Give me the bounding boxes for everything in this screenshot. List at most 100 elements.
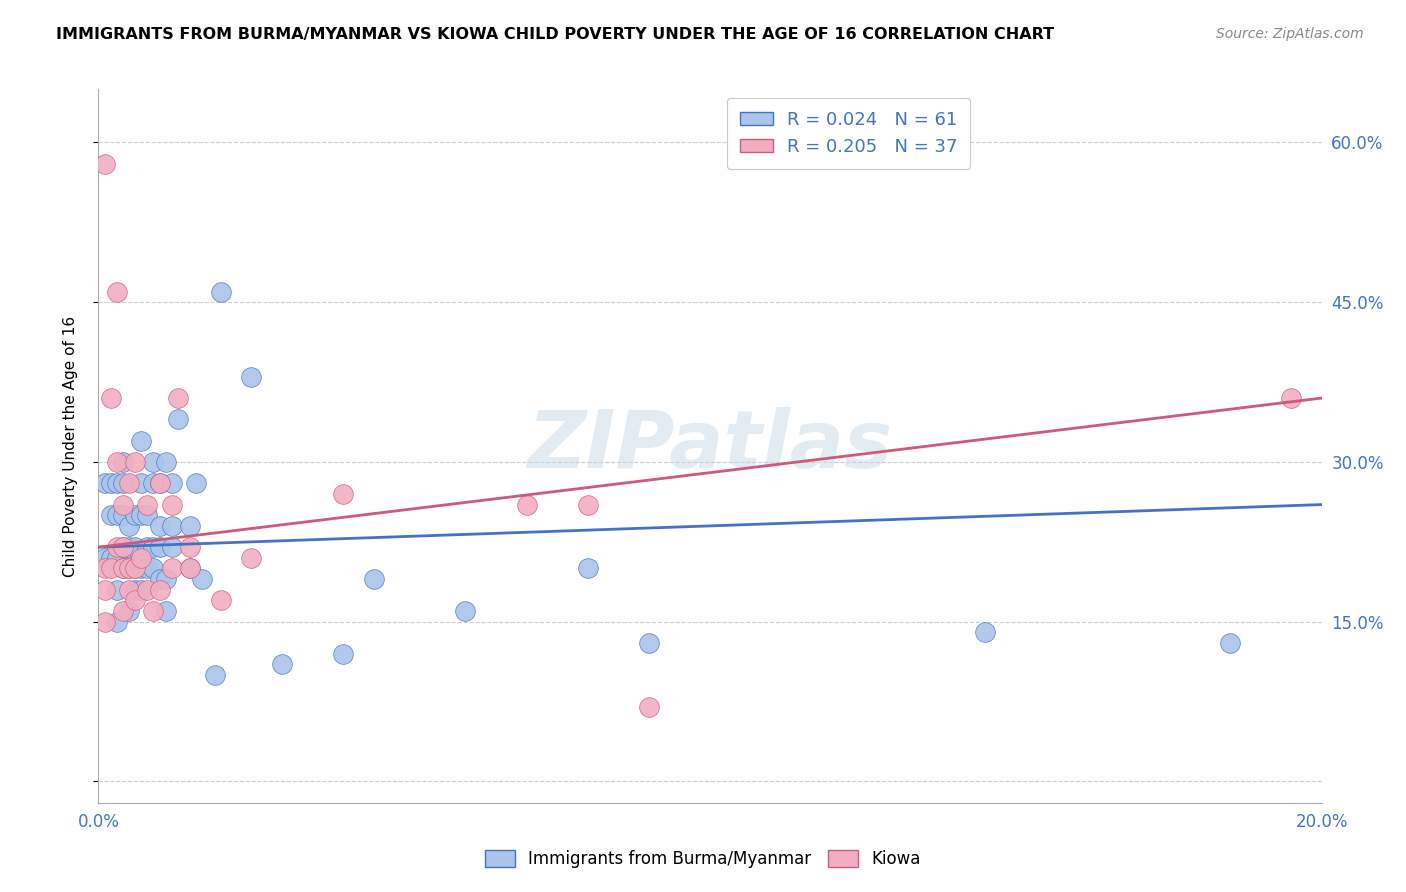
Point xyxy=(160,540,183,554)
Point xyxy=(111,540,134,554)
Point xyxy=(111,455,134,469)
Point xyxy=(167,391,190,405)
Point xyxy=(974,625,997,640)
Point xyxy=(454,604,477,618)
Point xyxy=(93,561,115,575)
Point xyxy=(149,519,172,533)
Point xyxy=(149,572,172,586)
Point xyxy=(240,550,263,565)
Point xyxy=(363,572,385,586)
Point xyxy=(142,540,165,554)
Point xyxy=(209,285,232,299)
Point xyxy=(136,561,159,575)
Point xyxy=(204,668,226,682)
Point xyxy=(136,582,159,597)
Point xyxy=(155,455,177,469)
Point xyxy=(124,582,146,597)
Point xyxy=(1279,391,1302,405)
Point xyxy=(129,508,152,523)
Point xyxy=(105,508,128,523)
Point xyxy=(638,700,661,714)
Point xyxy=(149,540,172,554)
Point xyxy=(516,498,538,512)
Point xyxy=(100,476,122,491)
Point xyxy=(160,476,183,491)
Point xyxy=(155,604,177,618)
Point xyxy=(167,412,190,426)
Point xyxy=(136,498,159,512)
Point xyxy=(149,476,172,491)
Text: IMMIGRANTS FROM BURMA/MYANMAR VS KIOWA CHILD POVERTY UNDER THE AGE OF 16 CORRELA: IMMIGRANTS FROM BURMA/MYANMAR VS KIOWA C… xyxy=(56,27,1054,42)
Point xyxy=(118,561,141,575)
Point xyxy=(111,561,134,575)
Point xyxy=(149,476,172,491)
Point xyxy=(111,508,134,523)
Point xyxy=(93,157,115,171)
Point xyxy=(105,550,128,565)
Point xyxy=(93,582,115,597)
Point xyxy=(270,657,294,672)
Point xyxy=(160,498,183,512)
Point xyxy=(124,455,146,469)
Point xyxy=(111,498,134,512)
Point xyxy=(105,615,128,629)
Point xyxy=(142,561,165,575)
Point xyxy=(124,561,146,575)
Text: ZIPatlas: ZIPatlas xyxy=(527,407,893,485)
Point xyxy=(105,285,128,299)
Point xyxy=(576,498,599,512)
Point xyxy=(155,572,177,586)
Point xyxy=(129,550,152,565)
Point xyxy=(111,476,134,491)
Point xyxy=(209,593,232,607)
Point xyxy=(129,561,152,575)
Point xyxy=(142,604,165,618)
Point xyxy=(191,572,214,586)
Legend: Immigrants from Burma/Myanmar, Kiowa: Immigrants from Burma/Myanmar, Kiowa xyxy=(478,843,928,875)
Point xyxy=(124,561,146,575)
Point xyxy=(93,476,115,491)
Text: Source: ZipAtlas.com: Source: ZipAtlas.com xyxy=(1216,27,1364,41)
Point xyxy=(100,561,122,575)
Point xyxy=(160,519,183,533)
Point xyxy=(118,519,141,533)
Point xyxy=(100,391,122,405)
Point xyxy=(332,487,354,501)
Point xyxy=(93,550,115,565)
Point xyxy=(118,476,141,491)
Point xyxy=(179,540,201,554)
Y-axis label: Child Poverty Under the Age of 16: Child Poverty Under the Age of 16 xyxy=(63,316,77,576)
Point xyxy=(1219,636,1241,650)
Point xyxy=(105,455,128,469)
Point xyxy=(240,369,263,384)
Point xyxy=(111,604,134,618)
Point xyxy=(124,593,146,607)
Point xyxy=(179,519,201,533)
Point xyxy=(93,615,115,629)
Point xyxy=(111,540,134,554)
Point xyxy=(160,561,183,575)
Point xyxy=(105,476,128,491)
Point xyxy=(129,476,152,491)
Point xyxy=(118,561,141,575)
Point xyxy=(136,508,159,523)
Point xyxy=(332,647,354,661)
Point xyxy=(118,540,141,554)
Point xyxy=(142,476,165,491)
Point xyxy=(100,508,122,523)
Point xyxy=(576,561,599,575)
Point xyxy=(149,582,172,597)
Point xyxy=(124,540,146,554)
Point xyxy=(118,582,141,597)
Point xyxy=(118,604,141,618)
Point xyxy=(179,561,201,575)
Legend: R = 0.024   N = 61, R = 0.205   N = 37: R = 0.024 N = 61, R = 0.205 N = 37 xyxy=(727,98,970,169)
Point xyxy=(129,582,152,597)
Point xyxy=(105,582,128,597)
Point xyxy=(100,550,122,565)
Point xyxy=(136,540,159,554)
Point xyxy=(124,508,146,523)
Point xyxy=(179,561,201,575)
Point xyxy=(111,561,134,575)
Point xyxy=(186,476,208,491)
